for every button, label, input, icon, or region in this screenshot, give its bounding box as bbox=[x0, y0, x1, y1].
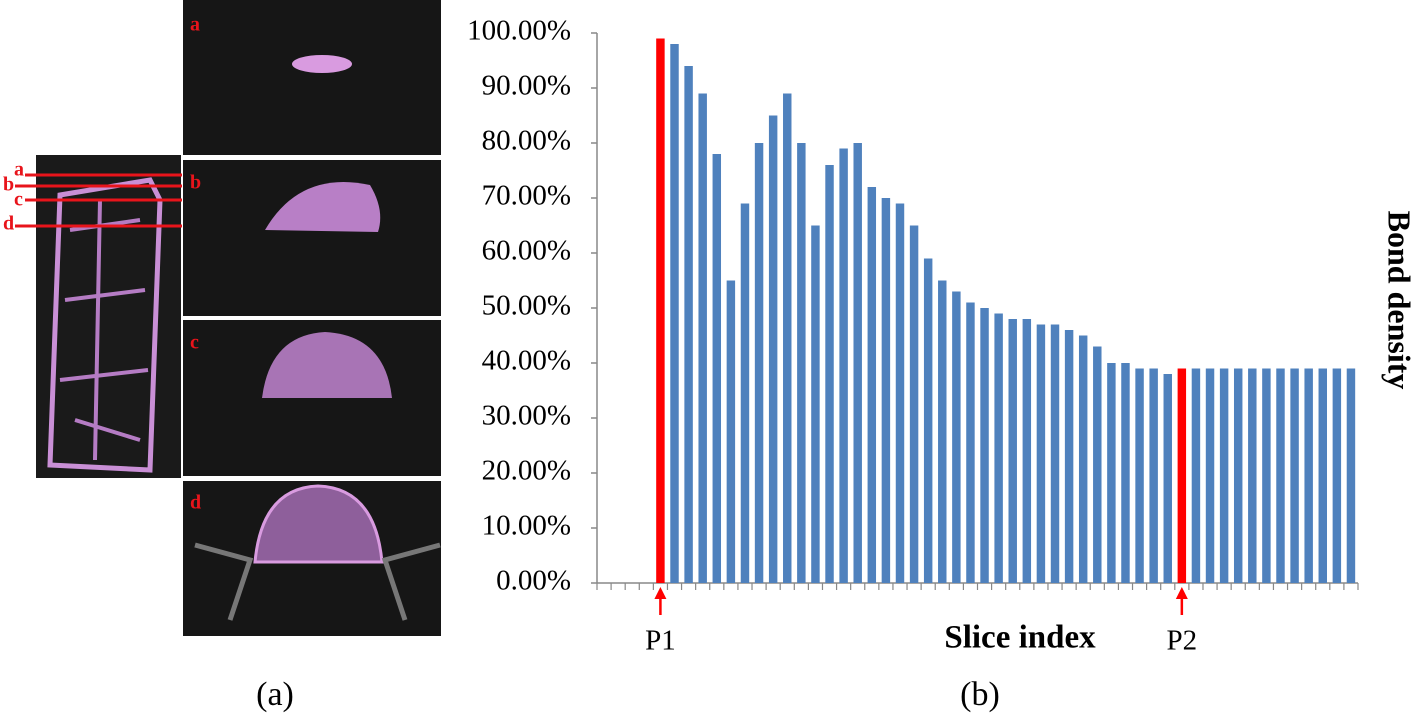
panel-label: d bbox=[190, 492, 201, 514]
bar bbox=[1332, 368, 1342, 583]
bar bbox=[684, 66, 693, 583]
y-tick-label: 80.00% bbox=[482, 125, 571, 157]
bar bbox=[726, 280, 736, 583]
annotation: P2 bbox=[1167, 625, 1198, 657]
bar bbox=[797, 143, 806, 583]
bar bbox=[1135, 368, 1144, 583]
bar bbox=[825, 165, 834, 583]
slice-c-bone bbox=[262, 332, 392, 398]
bar bbox=[1121, 363, 1130, 583]
y-axis-title: Bond density bbox=[1382, 211, 1416, 390]
y-tick-label: 50.00% bbox=[482, 290, 571, 322]
bar bbox=[1191, 368, 1201, 583]
bar bbox=[1318, 368, 1327, 583]
y-tick-label: 90.00% bbox=[482, 70, 571, 102]
bone-outline bbox=[47, 177, 163, 473]
bar bbox=[923, 258, 933, 583]
slice-d-bone bbox=[253, 484, 384, 564]
slice-b-bone bbox=[265, 182, 381, 232]
bar bbox=[1149, 368, 1158, 583]
bar bbox=[909, 225, 919, 583]
bar bbox=[670, 44, 679, 583]
arrow-head bbox=[654, 587, 667, 599]
bar bbox=[1276, 368, 1285, 583]
caption: (b) bbox=[960, 676, 1000, 713]
bar bbox=[1008, 319, 1017, 583]
y-tick-label: 100.00% bbox=[467, 15, 571, 47]
slice-b bbox=[183, 160, 441, 316]
panel-label: a bbox=[190, 14, 200, 36]
bar bbox=[811, 225, 820, 583]
line-label: b bbox=[3, 174, 14, 196]
bar bbox=[853, 143, 862, 583]
bar bbox=[656, 38, 665, 583]
bar bbox=[1205, 368, 1215, 583]
x-axis-title: Slice index bbox=[944, 620, 1096, 656]
y-tick-label: 0.00% bbox=[496, 565, 571, 597]
annotation: P1 bbox=[645, 625, 676, 657]
bar bbox=[1177, 368, 1187, 583]
panel-label: b bbox=[190, 172, 201, 194]
bar bbox=[1107, 363, 1116, 583]
y-tick-label: 10.00% bbox=[482, 510, 571, 542]
slice-a-bone bbox=[292, 55, 352, 73]
bar bbox=[783, 93, 792, 583]
line-label: a bbox=[14, 159, 24, 181]
y-tick-label: 20.00% bbox=[482, 455, 571, 487]
bar bbox=[867, 187, 877, 583]
bar bbox=[1346, 368, 1356, 583]
bar bbox=[1064, 330, 1074, 583]
line-label: c bbox=[14, 189, 23, 211]
bar bbox=[698, 93, 707, 583]
bar bbox=[1078, 335, 1088, 583]
arrow-head bbox=[1175, 587, 1188, 599]
y-tick-label: 70.00% bbox=[482, 180, 571, 212]
bar bbox=[895, 203, 905, 583]
caption: (a) bbox=[256, 676, 294, 713]
bar bbox=[1262, 368, 1271, 583]
ct-images: a b c d a b c d bbox=[3, 0, 441, 636]
slice-lines bbox=[15, 173, 182, 228]
bar bbox=[1093, 346, 1102, 583]
bar bbox=[881, 198, 891, 583]
bar bbox=[1022, 319, 1032, 583]
panel-label: c bbox=[190, 332, 199, 354]
bar bbox=[1248, 368, 1257, 583]
bar bbox=[1233, 368, 1243, 583]
bar bbox=[740, 203, 750, 583]
bar bbox=[1290, 368, 1299, 583]
y-tick-label: 30.00% bbox=[482, 400, 571, 432]
bar bbox=[938, 280, 947, 583]
slice-a bbox=[183, 0, 441, 155]
slice-d-vertebra bbox=[194, 542, 441, 621]
bar bbox=[1304, 368, 1313, 583]
bar bbox=[952, 291, 961, 583]
y-tick-label: 40.00% bbox=[482, 345, 571, 377]
bar bbox=[712, 154, 722, 583]
bar bbox=[994, 313, 1003, 583]
bar bbox=[754, 143, 764, 583]
bar bbox=[1219, 368, 1229, 583]
bar bbox=[980, 308, 989, 583]
bar bbox=[1036, 324, 1046, 583]
bar bbox=[966, 302, 975, 583]
bar bbox=[1163, 374, 1172, 583]
bar bbox=[1050, 324, 1060, 583]
y-tick-label: 60.00% bbox=[482, 235, 571, 267]
bar bbox=[768, 115, 778, 583]
line-label: d bbox=[3, 213, 14, 235]
bar bbox=[839, 148, 848, 583]
